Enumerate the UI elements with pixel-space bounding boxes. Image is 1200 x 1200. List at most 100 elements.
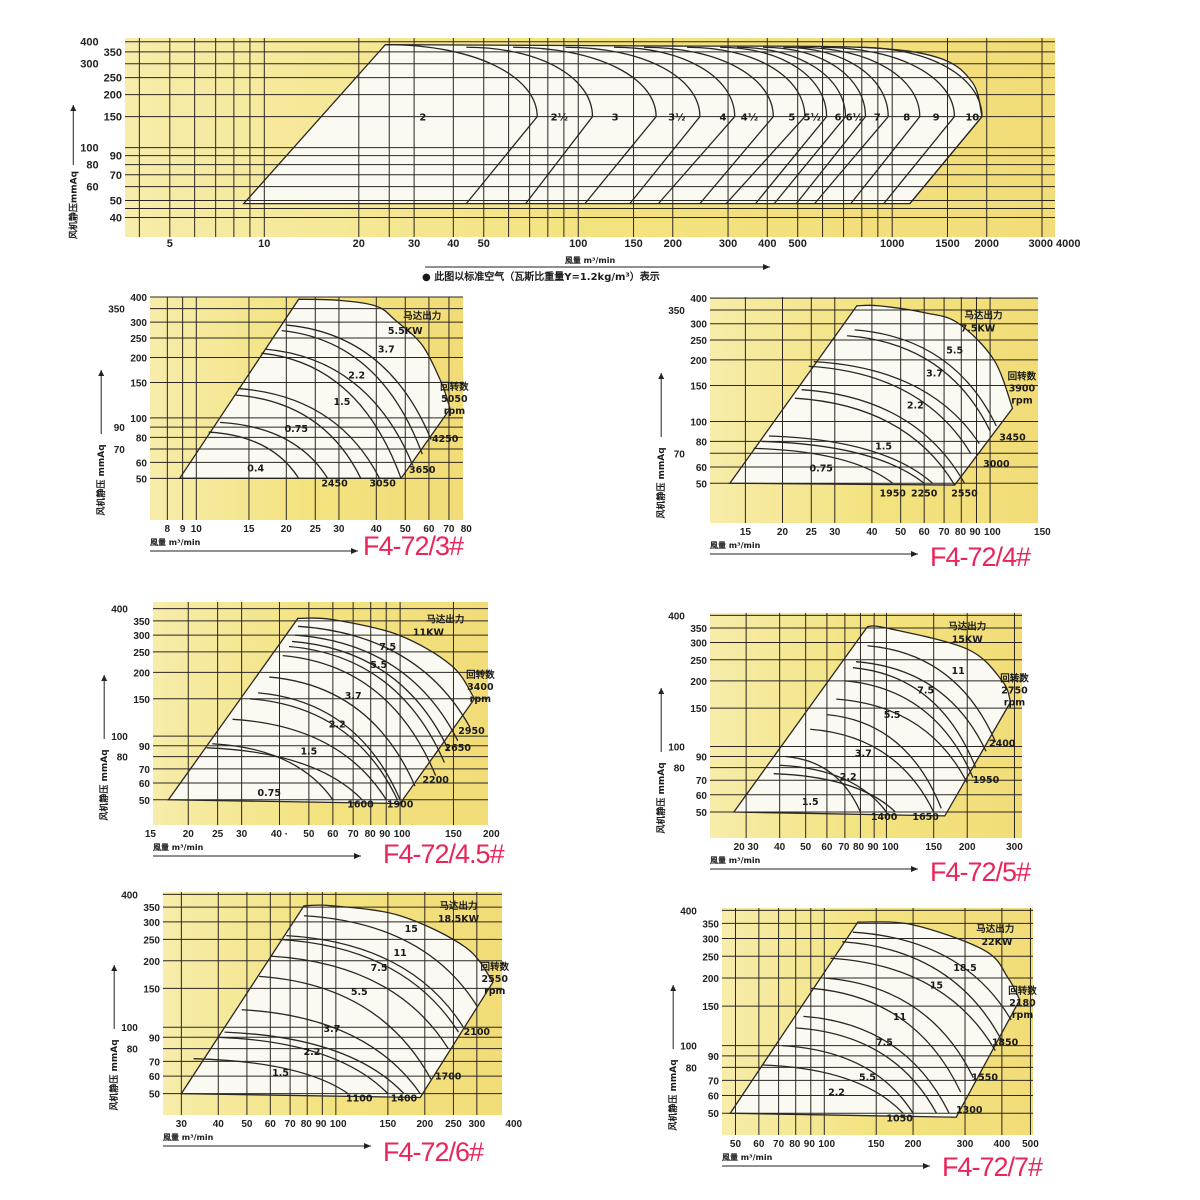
x-tick-label: 500 [789, 238, 807, 250]
performance-curve [219, 421, 329, 479]
x-tick-label: 20 [183, 829, 195, 840]
motor-power-label: 0.75 [285, 424, 308, 435]
fan-size-boundary [644, 46, 774, 205]
x-tick-label: 400 [758, 238, 776, 250]
motor-power-title: 马达出力 [403, 310, 441, 322]
performance-curve [852, 931, 1012, 1021]
motor-power-label: 11 [394, 948, 407, 959]
rpm-label: 2250 [911, 489, 938, 500]
x-tick-label: 5 [167, 238, 173, 250]
performance-curve [250, 698, 399, 801]
x-tick-label: 300 [719, 238, 737, 250]
performance-curve [808, 365, 972, 454]
rpm-label: 1700 [435, 1071, 462, 1082]
x-tick-label: 300 [957, 1139, 974, 1150]
rpm-value: 2180 [1009, 998, 1036, 1009]
x-tick-label: 400 [994, 1139, 1011, 1150]
motor-power-title: 马达出力 [948, 621, 986, 633]
x-tick-label: 20 30 [734, 842, 759, 853]
operating-envelope [729, 305, 1013, 486]
x-tick-label: 90 [969, 527, 981, 538]
y-axis-title: 风机静压 mmAq [95, 444, 107, 515]
performance-curve [854, 329, 997, 427]
x-tick-label: 100 [330, 1119, 347, 1130]
performance-curve [224, 1031, 405, 1095]
rpm-label: 1900 [387, 799, 414, 810]
y-tick-label: 90 [708, 1052, 720, 1063]
envelope-outline [178, 298, 451, 479]
y-axis-title: 风机静压 mmAq [655, 762, 667, 833]
fan-size-label: 4½ [741, 113, 758, 124]
motor-power-label: 0.75 [258, 788, 281, 799]
y-tick-label: 300 [130, 318, 147, 329]
x-tick-label: 25 [806, 527, 818, 538]
motor-power-label: 2.2 [907, 400, 924, 411]
performance-curve [270, 955, 449, 1049]
y-tick-label: 80 [674, 764, 686, 775]
x-tick-label: 150 [868, 1139, 885, 1150]
rpm-label: 1400 [391, 1094, 418, 1105]
x-tick-label: 30 [408, 238, 420, 250]
fan-size-label: 6 [835, 113, 842, 124]
y-tick-label: 50 [149, 1090, 161, 1101]
y-tick-label: 70 [696, 776, 708, 787]
x-tick-label: 60 [327, 829, 339, 840]
y-tick-label: 250 [143, 935, 160, 946]
x-axis-title: 風量 m³/min [163, 1132, 214, 1142]
y-tick-label: 100 [130, 414, 147, 425]
y-tick-label: 150 [133, 695, 150, 706]
performance-curve [785, 755, 862, 813]
y-tick-label: 40 [110, 213, 122, 225]
motor-power-title: 马达出力 [976, 923, 1014, 935]
rpm-label: 1550 [972, 1072, 999, 1083]
y-tick-label: 90 [139, 742, 151, 753]
rpm-label: 3000 [983, 459, 1010, 470]
rpm-label: 1300 [956, 1105, 983, 1116]
performance-curve [810, 987, 962, 1093]
y-tick-label: 80 [117, 753, 129, 764]
x-tick-label: 50 [895, 527, 907, 538]
y-tick-label: 60 [139, 779, 151, 790]
y-axis-title: 风机静压 mmAq [108, 1039, 120, 1110]
y-tick-label: 150 [690, 704, 707, 715]
y-tick-label: 250 [702, 952, 719, 963]
fan-size-label: 10 [965, 113, 979, 124]
envelope-outline [167, 617, 476, 805]
y-tick-label: 300 [702, 934, 719, 945]
x-axis-title: 風量 m³/min [722, 1152, 773, 1162]
performance-curve [779, 764, 887, 813]
y-axis-title: 风机静压 mmAq [98, 749, 110, 820]
motor-power-label: 11KW [413, 628, 445, 639]
x-tick-label: 100 [569, 238, 587, 250]
performance-curve [278, 938, 460, 1033]
performance-curve [241, 1009, 421, 1094]
performance-curve [206, 747, 363, 801]
rpm-label: 2950 [458, 726, 485, 737]
performance-curve [235, 394, 362, 479]
performance-curve [303, 915, 478, 1007]
rpm-title: 回转数 [466, 669, 495, 681]
x-tick-label: 200 [664, 238, 682, 250]
y-tick-label: 60 [86, 182, 98, 194]
rpm-label: 1600 [347, 799, 374, 810]
motor-power-label: 3.7 [345, 691, 362, 702]
y-tick-label: 150 [143, 984, 160, 995]
motor-power-label: 2.2 [840, 772, 857, 783]
chart-f4724: 15 20 25 30 40 50 60 70 80 90 100 15050607080100150… [655, 294, 1051, 572]
chart-f4725: 20 30 40 50 60 70 80 90 100 150 200 30050607080901… [655, 611, 1032, 887]
performance-curve [842, 941, 1003, 1042]
arrow-up-icon [101, 675, 108, 681]
x-tick-label: 3000 [1029, 238, 1053, 250]
y-tick-label: 200 [690, 677, 707, 688]
rpm-label: 2100 [464, 1027, 491, 1038]
x-tick-label: 90 [868, 842, 880, 853]
operating-envelope [733, 625, 1011, 816]
rpm-unit: rpm [1004, 698, 1025, 709]
y-tick-label: 250 [133, 648, 150, 659]
y-tick-label: 400 [130, 293, 147, 304]
rpm-unit: rpm [1011, 396, 1032, 407]
y-tick-label: 100 [680, 1042, 697, 1053]
x-tick-label: 80 [365, 829, 377, 840]
y-tick-label: 50 [696, 479, 708, 490]
y-tick-label: 400 [668, 611, 685, 622]
